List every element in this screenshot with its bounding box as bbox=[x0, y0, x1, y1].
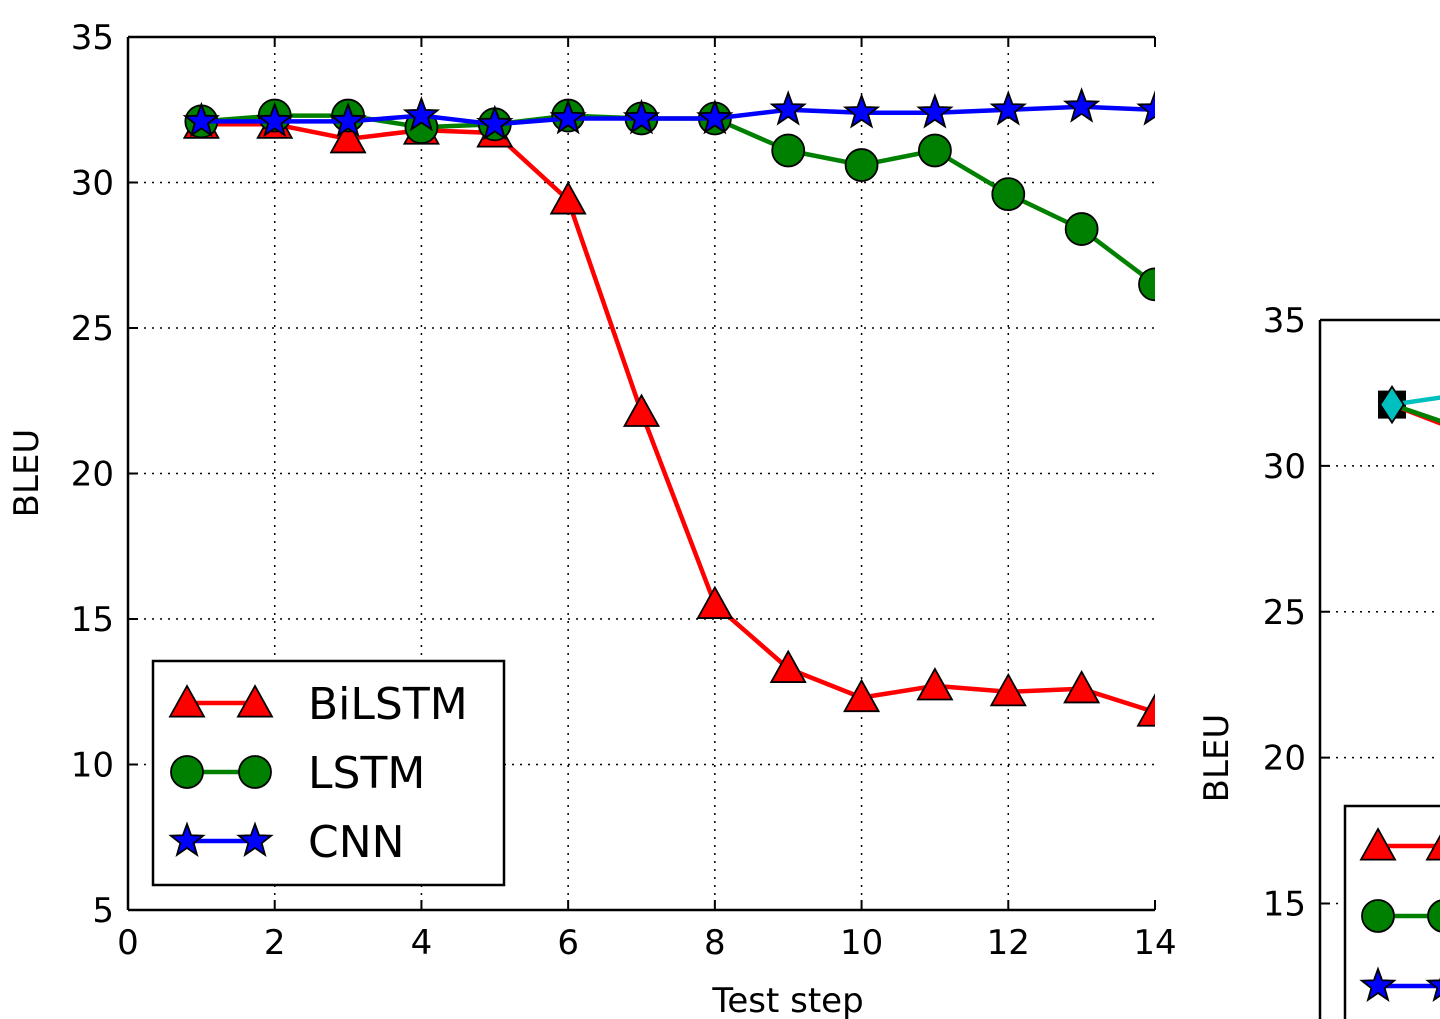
legend-right-marker bbox=[1425, 977, 1440, 1002]
legend-right-marker bbox=[1359, 966, 1397, 1002]
data-point-cnn bbox=[622, 98, 661, 135]
y-tick-label: 10 bbox=[71, 746, 114, 786]
data-point-bilstm bbox=[916, 667, 954, 701]
data-point-cnn bbox=[842, 93, 881, 129]
y-axis-label-right: BLEU bbox=[1197, 714, 1237, 803]
y-tick-label-right: 35 bbox=[1263, 301, 1306, 341]
x-tick-label: 6 bbox=[557, 923, 579, 963]
data-point-cnn bbox=[1286, 87, 1318, 118]
axes-frame-right bbox=[1318, 318, 1440, 1019]
y-tick-label: 15 bbox=[71, 600, 114, 640]
series-cnn bbox=[182, 87, 1391, 141]
x-tick-label: 8 bbox=[704, 923, 726, 963]
x-tick-label: 10 bbox=[840, 923, 883, 963]
data-point-cnn bbox=[989, 90, 1028, 126]
y-tick-label: 30 bbox=[71, 164, 114, 204]
x-tick-label: 14 bbox=[1133, 923, 1176, 963]
data-point-bilstm bbox=[696, 585, 734, 619]
legend-label: LSTM bbox=[308, 748, 425, 799]
legend-item-bilstm: BiLSTM bbox=[168, 679, 468, 730]
chart-left: 0 2 4 6 8 10 12 14 5 10 15 20 25 30 35 Test step BLEU… bbox=[7, 18, 1391, 1019]
data-point-cnn bbox=[916, 93, 954, 129]
legend-label: CNN bbox=[308, 817, 405, 868]
legend-right-marker bbox=[1359, 827, 1397, 861]
data-point-bilstm bbox=[843, 678, 881, 713]
legend-right-item bbox=[1361, 899, 1440, 933]
data-point-bilstm bbox=[1136, 693, 1155, 727]
data-point-right-diamond bbox=[1379, 384, 1405, 425]
data-point-cnn bbox=[1359, 99, 1391, 130]
legend: BiLSTM LSTM CNN bbox=[151, 659, 506, 887]
data-point-lstm bbox=[771, 133, 806, 168]
legend-right-marker bbox=[1427, 899, 1440, 933]
legend-right-marker bbox=[1361, 899, 1395, 933]
legend-item-lstm: LSTM bbox=[170, 748, 425, 799]
data-point-bilstm bbox=[622, 393, 661, 427]
legend-right bbox=[1343, 804, 1440, 1019]
data-point-lstm bbox=[844, 148, 879, 182]
y-tick-label-right: 20 bbox=[1263, 739, 1306, 779]
data-point-bilstm bbox=[1063, 669, 1101, 704]
y-tick-label-right: 25 bbox=[1263, 593, 1306, 633]
series-layer-left bbox=[182, 87, 1391, 727]
y-tick-label-right: 30 bbox=[1263, 447, 1306, 487]
data-point-cnn bbox=[1136, 90, 1155, 126]
y-tick-label-right: 15 bbox=[1263, 885, 1306, 925]
data-point-cnn bbox=[1062, 87, 1101, 123]
legend-item-cnn: CNN bbox=[168, 817, 405, 868]
legend-marker bbox=[236, 684, 274, 718]
y-tick-label: 25 bbox=[71, 309, 114, 349]
legend-marker bbox=[238, 755, 272, 789]
data-point-cnn bbox=[402, 95, 441, 132]
data-point-cnn bbox=[769, 90, 807, 126]
y-tick-label: 20 bbox=[71, 455, 114, 495]
data-point-bilstm bbox=[769, 649, 807, 683]
legend-right-item bbox=[1359, 966, 1440, 1002]
legend-right-marker bbox=[1425, 834, 1440, 861]
legend-label: BiLSTM bbox=[308, 679, 468, 730]
legend-marker bbox=[170, 755, 204, 789]
x-tick-label: 12 bbox=[987, 923, 1030, 963]
data-point-cnn bbox=[696, 98, 734, 135]
x-ticks-left: 0 2 4 6 8 10 12 14 bbox=[117, 37, 1177, 963]
legend-marker bbox=[236, 821, 274, 857]
legend-right-item bbox=[1359, 827, 1440, 861]
x-axis-label: Test step bbox=[711, 981, 863, 1019]
data-point-bilstm bbox=[989, 672, 1027, 707]
y-ticks-right: 15 20 25 30 35 bbox=[1263, 301, 1330, 925]
data-point-bilstm bbox=[549, 181, 587, 215]
x-tick-label: 2 bbox=[264, 923, 286, 963]
chart-right: 15 20 25 30 35 BLEU bbox=[1197, 301, 1440, 1019]
y-ticks-left: 5 10 15 20 25 30 35 bbox=[71, 18, 138, 931]
y-tick-label: 35 bbox=[71, 18, 114, 58]
data-point-cnn bbox=[329, 101, 367, 138]
series-layer-right bbox=[1378, 384, 1440, 426]
data-point-cnn bbox=[255, 101, 294, 138]
series-line-bilstm bbox=[201, 122, 1155, 715]
data-point-cnn bbox=[476, 104, 514, 141]
data-point-lstm bbox=[1138, 267, 1155, 302]
y-axis-label-left: BLEU bbox=[7, 429, 47, 518]
y-tick-label: 5 bbox=[92, 891, 114, 931]
data-point-cnn bbox=[1212, 87, 1244, 118]
data-point-lstm bbox=[991, 177, 1026, 212]
data-point-cnn bbox=[182, 101, 220, 138]
data-point-bilstm bbox=[329, 119, 367, 154]
data-point-cnn bbox=[549, 98, 587, 135]
data-point-lstm bbox=[918, 133, 952, 168]
x-tick-label: 0 bbox=[117, 923, 139, 963]
legend-marker bbox=[168, 684, 206, 718]
data-point-lstm bbox=[1064, 212, 1099, 246]
x-tick-label: 4 bbox=[411, 923, 433, 963]
legend-marker bbox=[168, 821, 206, 857]
